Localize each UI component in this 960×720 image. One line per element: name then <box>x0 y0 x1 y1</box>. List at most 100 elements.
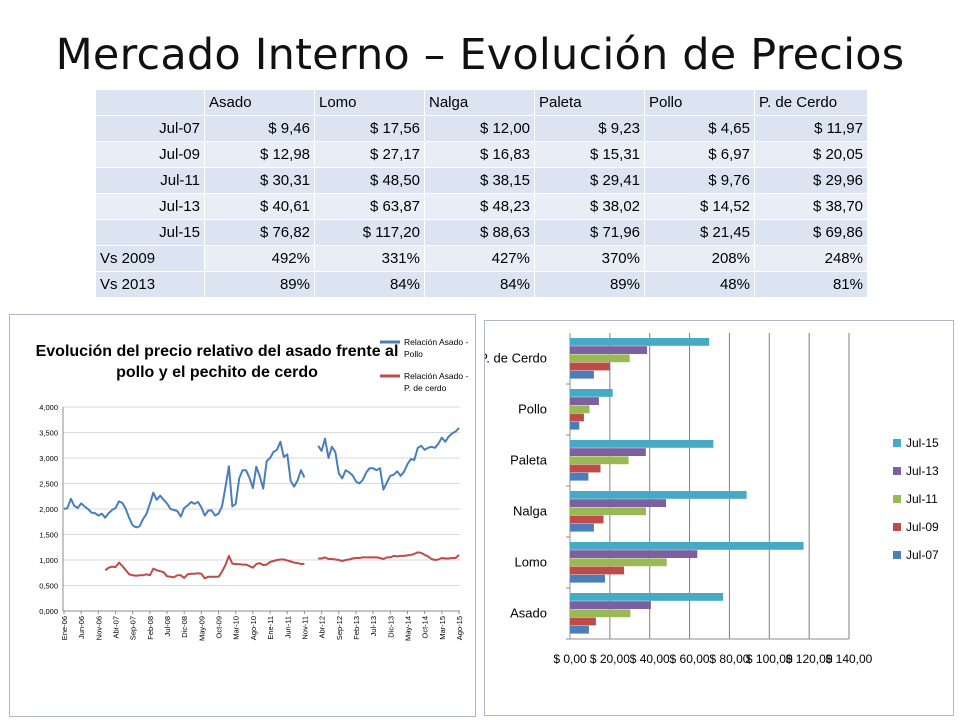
slide-title: Mercado Interno – Evolución de Precios <box>55 30 905 80</box>
legend-label: Jul-15 <box>906 436 939 450</box>
legend-label: Jul-07 <box>906 548 939 562</box>
category-label: Lomo <box>514 555 547 570</box>
table-cell: $ 9,23 <box>534 115 645 142</box>
table-cell: $ 12,98 <box>204 141 315 168</box>
table-cell: $ 20,05 <box>754 141 868 168</box>
table-row: Jul-13 $ 40,61 $ 63,87 $ 48,23 $ 38,02 $… <box>95 193 868 220</box>
table-cell: 248% <box>754 245 868 272</box>
y-tick-label: 1,000 <box>39 556 58 565</box>
bar-jul-15 <box>570 593 724 601</box>
x-tick-label: $ 100,00 <box>746 652 793 666</box>
bar-jul-13 <box>570 499 667 507</box>
chart-legend: Jul-15 Jul-13 Jul-11 Jul-09 Jul-07 <box>893 436 939 562</box>
table-cell: 89% <box>204 271 315 298</box>
y-tick-label: 0,500 <box>39 582 58 591</box>
table-cell: $ 29,96 <box>754 167 868 194</box>
category-label: Asado <box>510 606 547 621</box>
x-tick-label: $ 40,00 <box>630 652 670 666</box>
table-cell: $ 27,17 <box>314 141 425 168</box>
table-cell: Vs 2013 <box>95 271 205 298</box>
bar-jul-11 <box>570 507 646 516</box>
x-tick-label: Sep-07 <box>129 616 138 640</box>
chart-legend: Relación Asado - Pollo Relación Asado - … <box>380 337 468 393</box>
x-tick-label: Mar-10 <box>232 616 241 640</box>
table-cell: $ 38,02 <box>534 193 645 220</box>
bar-jul-15 <box>570 491 747 499</box>
bar-jul-09 <box>570 362 610 371</box>
table-cell: $ 48,50 <box>314 167 425 194</box>
legend-swatch <box>893 439 901 447</box>
bar-chart-panel: Asado Lomo Nalga Paleta Pollo P. de Cerdo $ 0… <box>479 320 954 716</box>
table-cell: Jul-15 <box>95 219 205 246</box>
bar-jul-13 <box>570 601 651 609</box>
table-cell: $ 40,61 <box>204 193 315 220</box>
table-cell: $ 16,83 <box>424 141 535 168</box>
x-tick-label: Nov-11 <box>300 616 309 640</box>
table-cell: 370% <box>534 245 645 272</box>
table-row: Jul-09 $ 12,98 $ 27,17 $ 16,83 $ 15,31 $… <box>95 141 868 168</box>
x-tick-label: $ 20,00 <box>590 652 630 666</box>
table-cell: Jul-11 <box>95 167 205 194</box>
table-cell: $ 15,31 <box>534 141 645 168</box>
x-tick-label: $ 60,00 <box>670 652 710 666</box>
bar-jul-11 <box>570 354 630 363</box>
bar-chart: Asado Lomo Nalga Paleta Pollo P. de Cerdo $ 0… <box>479 333 939 666</box>
bar-jul-07 <box>570 523 594 532</box>
x-tick-label: Feb-13 <box>352 616 361 640</box>
table-header-cell <box>95 89 205 116</box>
bar-jul-09 <box>570 617 596 626</box>
x-tick-label: Dic-08 <box>180 616 189 638</box>
x-tick-label: Nov-06 <box>94 616 103 640</box>
bar-jul-07 <box>570 472 589 481</box>
table-header-cell: Lomo <box>314 89 425 116</box>
chart-title: Evolución del precio relativo del asado … <box>36 343 399 360</box>
x-tick-label: $ 120,00 <box>786 652 833 666</box>
table-header-cell: Nalga <box>424 89 535 116</box>
y-tick-label: 3,500 <box>39 429 58 438</box>
bar-jul-07 <box>570 625 589 634</box>
table-cell: $ 117,20 <box>314 219 425 246</box>
category-label: P. de Cerdo <box>485 351 547 366</box>
x-tick-label: Oct-14 <box>421 616 430 639</box>
table-cell: $ 30,31 <box>204 167 315 194</box>
bar-jul-09 <box>570 566 625 575</box>
table-header-cell: Paleta <box>534 89 645 116</box>
table-header-cell: P. de Cerdo <box>754 89 868 116</box>
bar-jul-13 <box>570 397 599 405</box>
bar-jul-11 <box>570 456 629 465</box>
x-tick-label: Ago-15 <box>455 616 464 640</box>
table-cell: $ 17,56 <box>314 115 425 142</box>
table-cell: 492% <box>204 245 315 272</box>
bar-jul-13 <box>570 448 646 456</box>
x-tick-label: Jul-08 <box>163 616 172 636</box>
table-cell: $ 14,52 <box>644 193 755 220</box>
x-tick-label: Abr-07 <box>112 616 121 639</box>
series-line-asado-pollo <box>63 440 306 529</box>
line-chart-panel: Evolución del precio relativo del asado … <box>9 314 476 717</box>
x-tick-label: Jun-11 <box>283 616 292 638</box>
table-cell: $ 48,23 <box>424 193 535 220</box>
table-cell: 89% <box>534 271 645 298</box>
x-tick-label: Ene-06 <box>60 616 69 640</box>
y-tick-label: 2,000 <box>39 505 58 514</box>
bar-jul-07 <box>570 370 594 379</box>
bar-jul-15 <box>570 389 613 397</box>
x-tick-label: $ 80,00 <box>709 652 749 666</box>
table-cell: Jul-13 <box>95 193 205 220</box>
legend-label: Jul-13 <box>906 464 939 478</box>
category-label: Paleta <box>510 453 548 468</box>
series-line-asado-cerdo <box>318 551 460 562</box>
x-tick-label: Jul-13 <box>369 616 378 636</box>
legend-swatch <box>893 551 901 559</box>
table-cell: Jul-07 <box>95 115 205 142</box>
y-tick-label: 2,500 <box>39 480 58 489</box>
table-cell: $ 76,82 <box>204 219 315 246</box>
table-row: Jul-11 $ 30,31 $ 48,50 $ 38,15 $ 29,41 $… <box>95 167 868 194</box>
legend-swatch <box>893 523 901 531</box>
legend-label: Relación Asado - <box>404 337 468 347</box>
table-cell: 427% <box>424 245 535 272</box>
table-cell: 331% <box>314 245 425 272</box>
legend-label: Pollo <box>404 349 423 359</box>
legend-label: Relación Asado - <box>404 371 468 381</box>
x-tick-label: May-09 <box>197 616 206 641</box>
